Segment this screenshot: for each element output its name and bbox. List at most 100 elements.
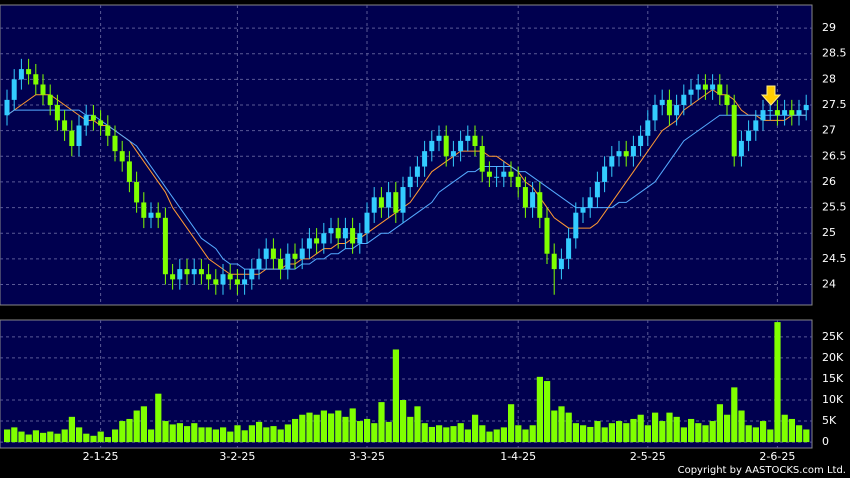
candle-body	[328, 228, 334, 234]
candle-body	[357, 233, 363, 244]
volume-bar	[515, 425, 522, 443]
price-panel	[0, 4, 813, 306]
candle-body	[155, 212, 161, 218]
volume-bar	[205, 427, 212, 443]
candle-body	[710, 84, 716, 90]
candle-body	[407, 176, 413, 188]
candle-body	[33, 74, 39, 85]
moving-average	[6, 89, 807, 275]
volume-bar	[328, 413, 335, 443]
candle-body	[630, 146, 636, 157]
y-tick-label: 24.5	[822, 252, 847, 265]
candle-body	[746, 130, 752, 141]
candle-body	[198, 269, 204, 275]
candle-body	[119, 151, 125, 162]
candle-body	[105, 125, 111, 136]
candle-body	[782, 110, 788, 116]
candle-body	[378, 197, 384, 208]
candle-body	[162, 217, 168, 275]
y-tick-label: 25K	[822, 330, 844, 343]
volume-bar	[428, 426, 435, 443]
volume-bar	[284, 424, 291, 443]
volume-bar	[148, 429, 155, 443]
volume-bar	[688, 418, 695, 443]
candle-body	[285, 253, 291, 270]
candle-body	[450, 151, 456, 157]
y-tick-label: 10K	[822, 393, 844, 406]
candle-body	[659, 99, 665, 105]
volume-bar	[457, 423, 464, 443]
candle-body	[386, 192, 392, 208]
volume-bar	[565, 412, 572, 443]
candle-body	[652, 105, 658, 121]
volume-bar	[306, 412, 313, 443]
volume-bar	[716, 404, 723, 443]
volume-bar	[112, 429, 119, 443]
volume-bar	[61, 429, 68, 443]
candle-body	[573, 212, 579, 239]
volume-bar	[702, 425, 709, 443]
volume-bar	[392, 349, 399, 443]
candle-body	[587, 197, 593, 208]
candle-body	[522, 187, 528, 208]
candle-body	[206, 274, 212, 280]
volume-bar	[212, 429, 219, 443]
x-tick-label: 3-2-25	[219, 450, 255, 463]
candle-body	[90, 115, 96, 121]
candle-body	[558, 258, 564, 270]
volume-bar	[364, 418, 371, 443]
volume-bar	[738, 410, 745, 443]
x-tick-label: 3-3-25	[349, 450, 385, 463]
volume-bar	[500, 427, 507, 443]
volume-bar	[349, 408, 356, 443]
volume-bar	[18, 431, 25, 443]
y-tick-label: 26	[822, 175, 836, 188]
volume-bar	[90, 435, 97, 443]
x-tick-label: 2-6-25	[759, 450, 795, 463]
candle-body	[299, 248, 305, 259]
volume-bar	[580, 425, 587, 443]
volume-bar	[479, 425, 486, 443]
volume-bar	[493, 429, 500, 443]
candle-body	[580, 207, 586, 213]
candle-body	[702, 84, 708, 90]
candle-body	[767, 110, 773, 112]
volume-bar	[450, 426, 457, 443]
y-tick-label: 29	[822, 21, 836, 34]
candle-body	[220, 274, 226, 285]
volume-bar	[536, 376, 543, 443]
volume-bar	[248, 425, 255, 443]
candle-body	[594, 181, 600, 198]
candle-body	[314, 238, 320, 244]
candle-body	[177, 269, 183, 280]
candle-body	[465, 135, 471, 141]
volume-bar	[788, 418, 795, 443]
candle-body	[18, 69, 24, 80]
volume-bar	[529, 425, 536, 443]
candle-body	[141, 202, 147, 218]
candle-body	[4, 99, 10, 116]
volume-bar	[335, 410, 342, 443]
candle-body	[486, 171, 492, 177]
candle-body	[602, 166, 608, 182]
volume-bar	[119, 421, 126, 443]
volume-bar	[277, 429, 284, 443]
volume-bar	[220, 427, 227, 443]
candle-body	[717, 84, 723, 95]
candle-body	[249, 269, 255, 280]
candle-body	[530, 192, 536, 208]
volume-bar	[508, 404, 515, 443]
candle-body	[724, 94, 730, 105]
candle-body	[350, 228, 356, 244]
candle-body	[674, 105, 680, 116]
candle-body	[148, 212, 154, 218]
candle-body	[429, 140, 435, 152]
candle-body	[40, 84, 46, 95]
volume-bar	[731, 387, 738, 443]
volume-bar	[659, 421, 666, 443]
volume-bar	[644, 425, 651, 443]
candle-body	[789, 110, 795, 116]
volume-bar	[378, 402, 385, 443]
